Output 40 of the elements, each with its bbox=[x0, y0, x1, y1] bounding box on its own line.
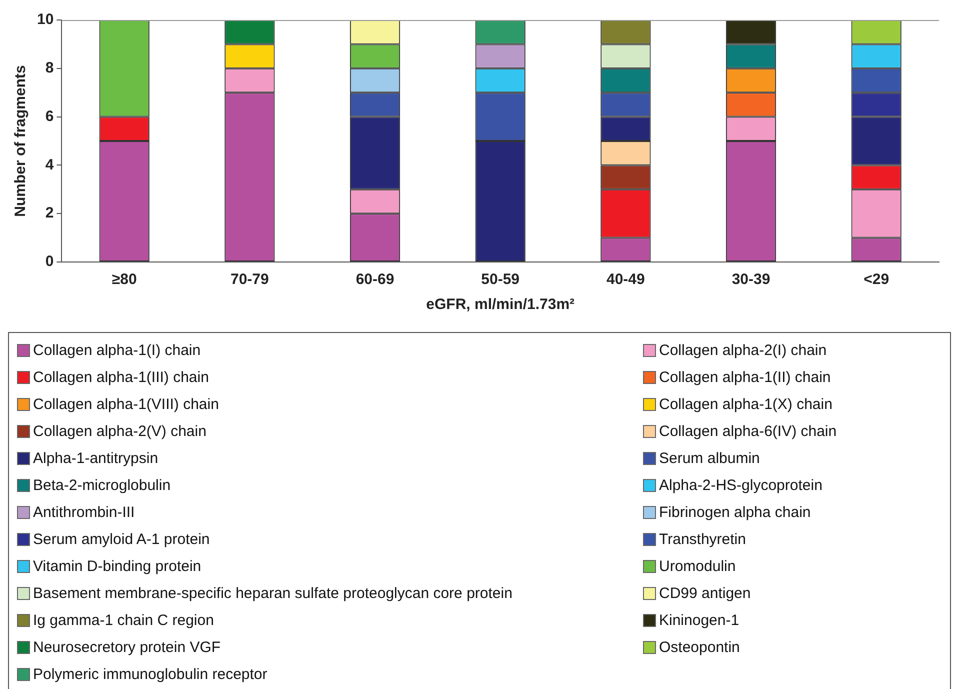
legend-label: Collagen alpha-6(IV) chain bbox=[659, 423, 837, 440]
legend-label: Collagen alpha-1(X) chain bbox=[659, 396, 832, 413]
x-tick-label: ≥80 bbox=[112, 271, 137, 288]
legend-label: Ig gamma-1 chain C region bbox=[33, 612, 214, 629]
y-tick-label: 8 bbox=[45, 60, 54, 77]
legend-label: Serum albumin bbox=[659, 450, 760, 467]
y-tick-label: 0 bbox=[45, 253, 54, 270]
legend-label: Collagen alpha-1(I) chain bbox=[33, 342, 201, 359]
legend-label: Alpha-2-HS-glycoprotein bbox=[659, 477, 822, 494]
legend-label: Serum amyloid A-1 protein bbox=[33, 531, 210, 548]
legend-label: Collagen alpha-2(V) chain bbox=[33, 423, 206, 440]
x-tick-label: <29 bbox=[864, 271, 890, 288]
legend-label: Kininogen-1 bbox=[659, 612, 740, 629]
x-tick-label: 30-39 bbox=[732, 271, 770, 288]
legend-label: Collagen alpha-1(II) chain bbox=[659, 369, 831, 386]
legend-label: Vitamin D-binding protein bbox=[33, 558, 202, 575]
x-tick-label: 60-69 bbox=[356, 271, 394, 288]
x-tick-label: 70-79 bbox=[230, 271, 269, 288]
y-axis-title: Number of fragments bbox=[12, 65, 30, 217]
legend-label: Osteopontin bbox=[659, 639, 740, 656]
legend-label: CD99 antigen bbox=[659, 585, 751, 602]
legend-label: Neurosecretory protein VGF bbox=[33, 639, 221, 656]
legend-label: Antithrombin-III bbox=[33, 504, 135, 521]
legend-label: Uromodulin bbox=[659, 558, 736, 575]
legend-label: Collagen alpha-1(VIII) chain bbox=[33, 396, 219, 413]
legend-label: Beta-2-microglobulin bbox=[33, 477, 171, 494]
y-tick-label: 6 bbox=[45, 108, 54, 125]
legend-label: Collagen alpha-2(I) chain bbox=[659, 342, 827, 359]
legend-label: Polymeric immunoglobulin receptor bbox=[33, 666, 268, 683]
legend-label: Collagen alpha-1(III) chain bbox=[33, 369, 209, 386]
x-tick-label: 50-59 bbox=[481, 271, 520, 288]
legend-label: Fibrinogen alpha chain bbox=[659, 504, 811, 521]
y-tick-label: 4 bbox=[45, 156, 54, 174]
y-tick-label: 10 bbox=[36, 11, 54, 28]
x-axis-title: eGFR, ml/min/1.73m² bbox=[426, 296, 575, 314]
x-tick-label: 40-49 bbox=[606, 271, 645, 288]
y-tick-label: 2 bbox=[45, 204, 54, 222]
legend-label: Alpha-1-antitrypsin bbox=[33, 450, 158, 467]
legend-label: Basement membrane-specific heparan sulfate proteoglycan core protein bbox=[33, 585, 512, 602]
legend-label: Transthyretin bbox=[659, 531, 746, 548]
